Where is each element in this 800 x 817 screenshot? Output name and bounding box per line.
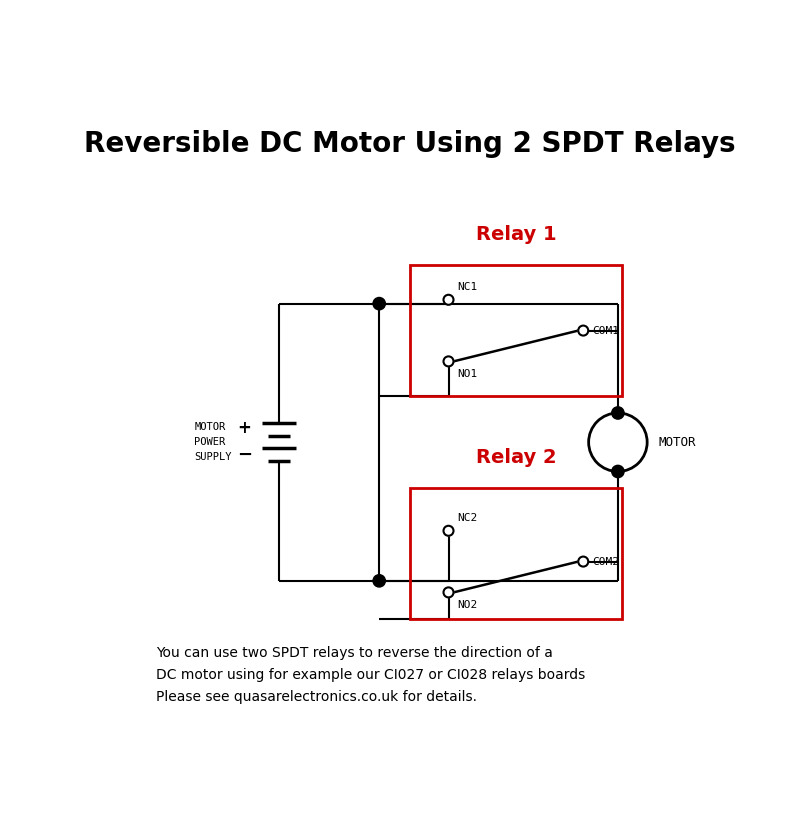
Text: MOTOR: MOTOR	[658, 435, 696, 449]
Text: NC1: NC1	[458, 282, 478, 292]
Text: COM2: COM2	[593, 556, 619, 566]
Circle shape	[443, 295, 454, 305]
Text: Relay 1: Relay 1	[475, 225, 556, 243]
Circle shape	[443, 587, 454, 597]
Text: You can use two SPDT relays to reverse the direction of a
DC motor using for exa: You can use two SPDT relays to reverse t…	[156, 646, 585, 703]
Text: Reversible DC Motor Using 2 SPDT Relays: Reversible DC Motor Using 2 SPDT Relays	[84, 131, 736, 158]
Text: Relay 2: Relay 2	[475, 448, 556, 467]
Text: NC2: NC2	[458, 513, 478, 523]
Circle shape	[578, 326, 588, 336]
Text: +: +	[238, 419, 251, 437]
Circle shape	[373, 297, 386, 310]
Circle shape	[443, 526, 454, 536]
Text: NO2: NO2	[458, 600, 478, 610]
Circle shape	[373, 574, 386, 587]
Circle shape	[578, 556, 588, 566]
Circle shape	[612, 466, 624, 478]
Text: COM1: COM1	[593, 326, 619, 336]
Text: −: −	[237, 446, 252, 464]
Text: MOTOR
POWER
SUPPLY: MOTOR POWER SUPPLY	[194, 422, 232, 462]
Circle shape	[443, 356, 454, 366]
Circle shape	[612, 407, 624, 419]
Text: NO1: NO1	[458, 369, 478, 379]
